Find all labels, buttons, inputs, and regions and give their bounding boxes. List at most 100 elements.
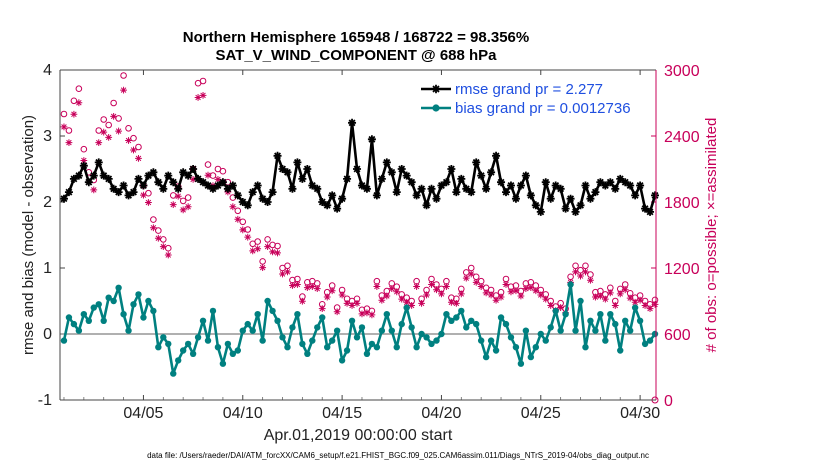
bias-point: [259, 337, 266, 344]
bias-point: [234, 347, 242, 354]
rmse-point: [497, 178, 506, 187]
rmse-point: [631, 191, 640, 200]
obs-assimilated-point: [433, 286, 440, 294]
rmse-point: [89, 171, 98, 180]
bias-point: [229, 350, 237, 357]
bias-point: [547, 324, 554, 331]
obs-assimilated-point: [135, 154, 142, 162]
rmse-point: [551, 181, 560, 190]
obs-assimilated-point: [413, 283, 421, 290]
obs-assimilated-point: [323, 293, 331, 301]
bias-point: [60, 337, 68, 344]
obs-assimilated-point: [557, 304, 565, 311]
bias-point: [115, 284, 122, 291]
obs-assimilated-point: [582, 268, 589, 276]
obs-possible-point: [100, 116, 108, 123]
bias-point: [368, 340, 376, 348]
obs-assimilated-point: [378, 296, 386, 304]
bias-point: [194, 334, 202, 341]
bias-point: [398, 320, 405, 328]
bias-point: [145, 297, 152, 305]
bias-point: [110, 297, 117, 305]
bias-point: [512, 344, 520, 351]
bias-point: [348, 317, 356, 324]
rmse-point: [208, 184, 217, 193]
obs-assimilated-point: [343, 299, 351, 307]
obs-assimilated-point: [497, 293, 505, 301]
rmse-point: [283, 168, 292, 177]
bias-point: [453, 314, 460, 321]
rmse-point: [139, 181, 148, 190]
rmse-point: [601, 181, 610, 190]
bias-point: [497, 314, 505, 321]
legend: rmse grand pr = 2.277 bias grand pr = 0.…: [416, 76, 650, 120]
obs-assimilated-point: [408, 302, 416, 309]
x-tick-label: 04/10: [223, 405, 263, 422]
bias-point: [502, 320, 510, 328]
obs-possible-point: [234, 207, 242, 215]
bias-point: [567, 281, 574, 288]
bias-point: [299, 340, 306, 348]
obs-assimilated-point: [467, 270, 475, 278]
bias-point: [75, 327, 83, 334]
obs-assimilated-point: [462, 274, 470, 282]
obs-assimilated-point: [482, 289, 490, 297]
y-tick-label-left: 0: [43, 326, 52, 343]
obs-assimilated-point: [512, 287, 520, 295]
rmse-point: [541, 178, 550, 187]
obs-possible-point: [264, 236, 271, 243]
rmse-point: [402, 171, 411, 180]
rmse-point: [606, 178, 615, 187]
obs-assimilated-point: [130, 146, 137, 154]
obs-possible-point: [209, 172, 217, 179]
obs-possible-point: [179, 197, 187, 205]
obs-assimilated-point: [358, 310, 366, 318]
bias-point: [219, 360, 227, 367]
bias-point: [105, 294, 112, 301]
obs-assimilated-point: [596, 292, 604, 300]
x-tick-labels: 04/05 04/10 04/15 04/20 04/25 04/30: [123, 405, 660, 422]
rmse-point: [243, 201, 252, 210]
rmse-point: [233, 191, 242, 200]
rmse-point: [372, 191, 381, 200]
chart-title-line1: Northern Hemisphere 165948 / 168722 = 98…: [183, 29, 529, 46]
obs-possible-point: [204, 161, 212, 168]
bias-point: [482, 353, 490, 361]
rmse-point: [323, 201, 332, 210]
rmse-point: [298, 174, 307, 183]
obs-possible-point: [105, 121, 112, 129]
bias-point: [239, 327, 246, 334]
obs-possible-point: [259, 258, 266, 265]
obs-assimilated-point: [532, 287, 540, 295]
bias-point: [100, 317, 107, 324]
bias-point: [155, 344, 162, 351]
obs-assimilated-point: [477, 283, 485, 290]
obs-assimilated-point: [70, 110, 78, 118]
rmse-point: [313, 184, 322, 193]
rmse-point: [427, 184, 436, 193]
rmse-point: [74, 171, 83, 180]
rmse-point: [79, 161, 88, 170]
bias-point: [542, 337, 549, 344]
rmse-point: [367, 135, 376, 144]
obs-assimilated-point: [303, 284, 311, 291]
obs-assimilated-point: [60, 123, 68, 131]
obs-assimilated-point: [140, 191, 147, 199]
x-tick-label: 04/30: [620, 405, 660, 422]
obs-assimilated-point: [333, 308, 341, 316]
bias-point: [418, 330, 425, 338]
rmse-point: [477, 171, 486, 180]
obs-assimilated-point: [179, 206, 187, 214]
bias-point: [492, 347, 500, 354]
obs-possible-point: [274, 242, 281, 250]
obs-possible-point: [169, 192, 177, 199]
bias-point: [477, 337, 485, 344]
bias-point: [582, 344, 589, 351]
obs-assimilated-point: [492, 296, 500, 304]
bias-point: [279, 334, 286, 341]
rmse-point: [338, 194, 347, 203]
obs-assimilated-point: [631, 298, 639, 306]
obs-assimilated-point: [264, 243, 272, 251]
obs-possible-point: [244, 226, 252, 233]
rmse-point: [362, 184, 371, 193]
